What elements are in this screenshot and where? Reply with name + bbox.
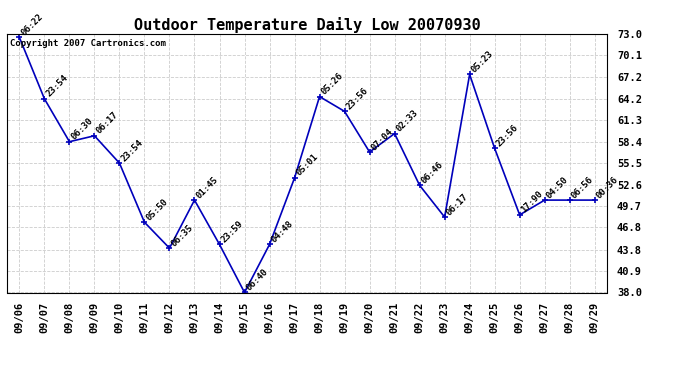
Text: 05:50: 05:50 [144,197,170,222]
Text: 06:35: 06:35 [170,223,195,248]
Text: 17:90: 17:90 [520,189,545,215]
Text: Copyright 2007 Cartronics.com: Copyright 2007 Cartronics.com [10,39,166,48]
Text: 23:56: 23:56 [344,86,370,111]
Text: 02:33: 02:33 [395,108,420,134]
Text: 06:17: 06:17 [444,192,470,217]
Text: 05:23: 05:23 [470,49,495,74]
Text: 04:48: 04:48 [270,219,295,245]
Text: 06:46: 06:46 [420,160,445,185]
Text: 23:59: 23:59 [219,219,245,245]
Text: 23:56: 23:56 [495,123,520,148]
Text: 06:40: 06:40 [244,267,270,292]
Text: 06:56: 06:56 [570,175,595,200]
Text: 06:17: 06:17 [95,110,120,136]
Title: Outdoor Temperature Daily Low 20070930: Outdoor Temperature Daily Low 20070930 [134,16,480,33]
Text: 06:30: 06:30 [70,116,95,142]
Text: 05:01: 05:01 [295,153,320,178]
Text: 00:36: 00:36 [595,175,620,200]
Text: 06:22: 06:22 [19,12,45,38]
Text: 23:54: 23:54 [119,138,145,163]
Text: 01:45: 01:45 [195,175,220,200]
Text: 23:54: 23:54 [44,74,70,99]
Text: 05:26: 05:26 [319,71,345,97]
Text: 04:50: 04:50 [544,175,570,200]
Text: 07:04: 07:04 [370,127,395,152]
